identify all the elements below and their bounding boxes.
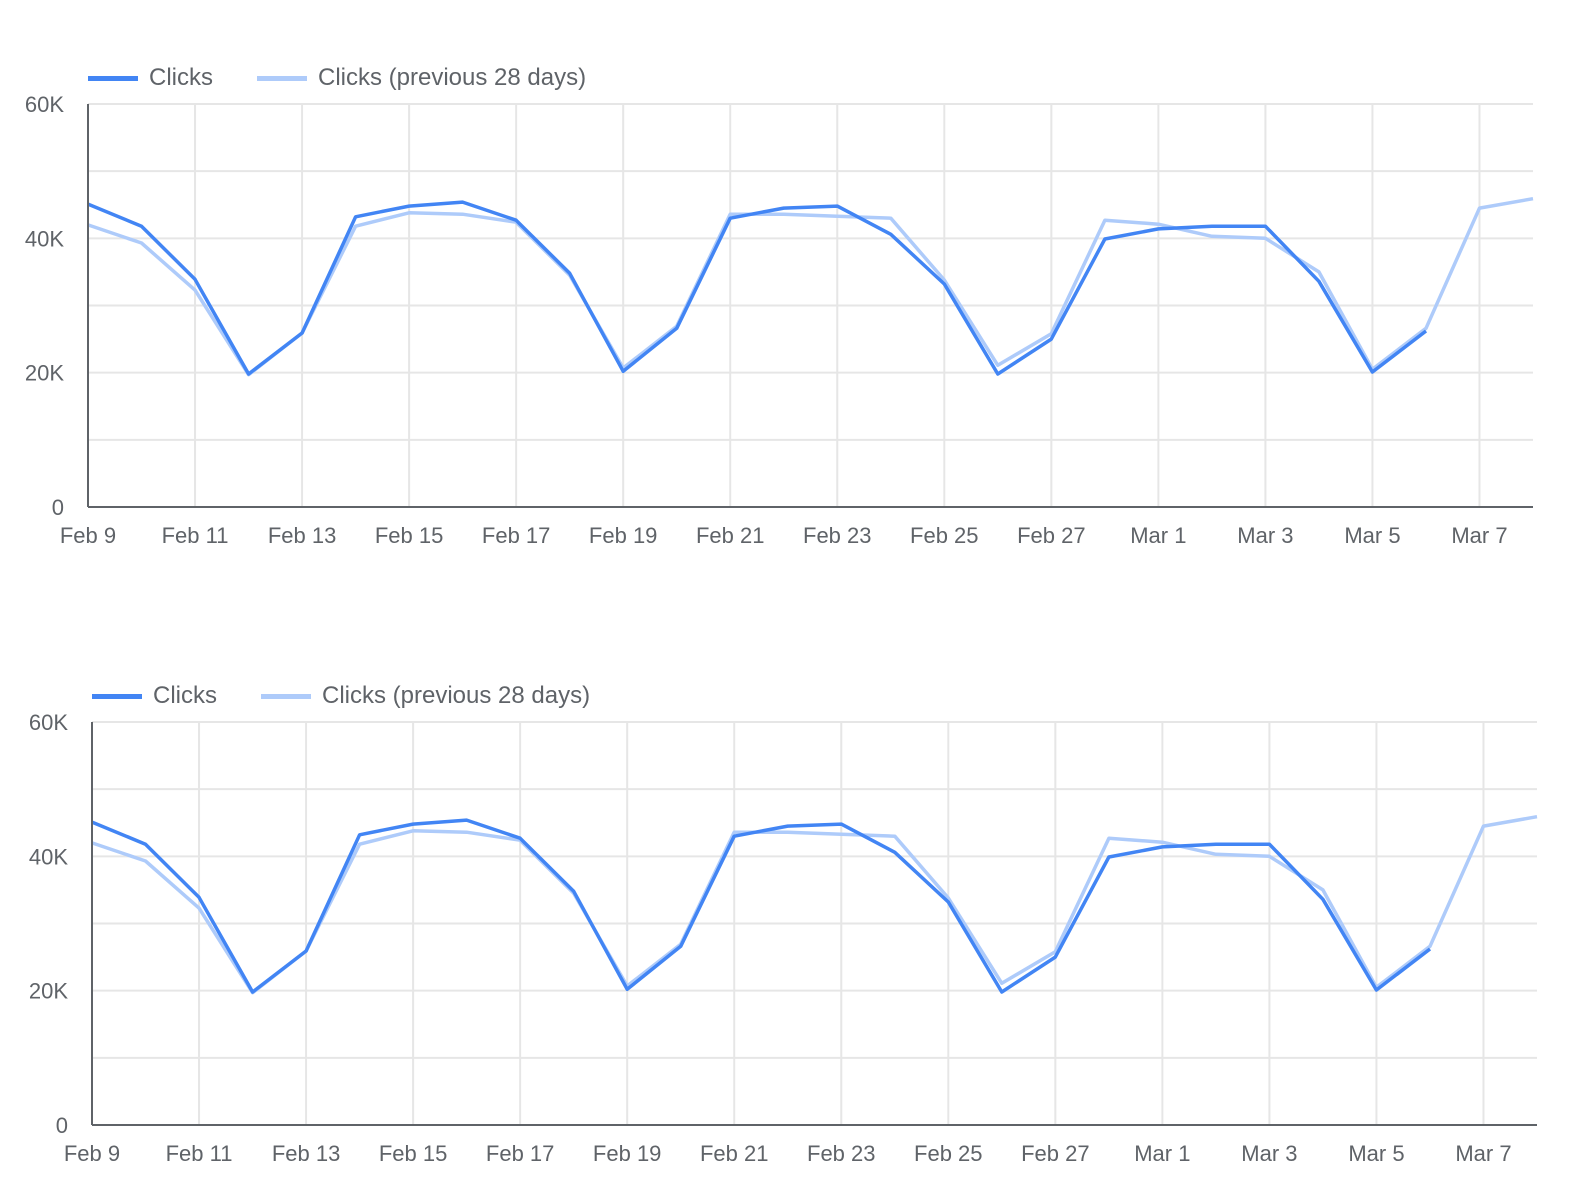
x-tick-label: Feb 25 bbox=[914, 1141, 983, 1166]
legend-item-clicks-previous[interactable]: Clicks (previous 28 days) bbox=[261, 682, 590, 710]
x-tick-label: Mar 5 bbox=[1348, 1141, 1404, 1166]
x-tick-label: Mar 1 bbox=[1134, 1141, 1190, 1166]
legend-swatch-clicks-previous bbox=[261, 693, 311, 699]
x-tick-label: Mar 7 bbox=[1451, 523, 1507, 548]
x-tick-label: Feb 11 bbox=[166, 1141, 233, 1166]
x-tick-label: Feb 27 bbox=[1021, 1141, 1090, 1166]
x-tick-label: Mar 1 bbox=[1130, 523, 1186, 548]
clicks-chart-bottom: Clicks Clicks (previous 28 days) 0 20K 40K… bbox=[0, 618, 1572, 1178]
chart-legend: Clicks Clicks (previous 28 days) bbox=[92, 682, 634, 710]
chart-plot: 0 20K 40K 60K Feb 9 Feb 11 Feb 13 Feb 15 Feb 17 F… bbox=[29, 710, 1538, 1166]
legend-item-clicks[interactable]: Clicks bbox=[88, 64, 213, 92]
x-tick-label: Feb 11 bbox=[162, 523, 229, 548]
chart-legend: Clicks Clicks (previous 28 days) bbox=[88, 64, 630, 92]
x-tick-label: Mar 3 bbox=[1241, 1141, 1297, 1166]
legend-label: Clicks (previous 28 days) bbox=[322, 682, 591, 709]
y-tick-label: 0 bbox=[52, 495, 64, 520]
x-tick-label: Feb 19 bbox=[593, 1141, 662, 1166]
series-line-clicks-previous bbox=[87, 196, 1534, 377]
legend-label: Clicks bbox=[153, 682, 217, 709]
y-tick-label: 60K bbox=[29, 710, 68, 735]
x-tick-label: Feb 15 bbox=[375, 523, 444, 548]
clicks-chart-top: Clicks Clicks (previous 28 days) 0 20K 40K… bbox=[0, 0, 1572, 560]
chart-plot: 0 20K 40K 60K Feb 9 Feb 11 Feb 13 Feb 15 Feb 17 F… bbox=[25, 92, 1534, 548]
x-tick-label: Feb 21 bbox=[700, 1141, 769, 1166]
legend-label: Clicks bbox=[149, 64, 213, 91]
legend-swatch-clicks bbox=[92, 693, 142, 699]
y-tick-label: 20K bbox=[29, 979, 68, 1004]
x-tick-label: Feb 27 bbox=[1017, 523, 1086, 548]
legend-label: Clicks (previous 28 days) bbox=[318, 64, 587, 91]
y-tick-label: 0 bbox=[56, 1113, 68, 1138]
x-tick-label: Feb 15 bbox=[379, 1141, 448, 1166]
x-tick-label: Feb 17 bbox=[482, 523, 551, 548]
x-tick-label: Feb 9 bbox=[60, 523, 116, 548]
x-tick-label: Feb 23 bbox=[807, 1141, 876, 1166]
y-tick-label: 20K bbox=[25, 361, 64, 386]
legend-swatch-clicks bbox=[88, 75, 138, 81]
y-tick-label: 40K bbox=[25, 226, 64, 251]
x-tick-label: Feb 13 bbox=[272, 1141, 341, 1166]
series-line-clicks-previous bbox=[91, 814, 1538, 995]
legend-item-clicks[interactable]: Clicks bbox=[92, 682, 217, 710]
legend-item-clicks-previous[interactable]: Clicks (previous 28 days) bbox=[257, 64, 586, 92]
x-tick-label: Feb 23 bbox=[803, 523, 872, 548]
x-tick-label: Feb 17 bbox=[486, 1141, 555, 1166]
x-tick-label: Mar 5 bbox=[1344, 523, 1400, 548]
y-tick-label: 40K bbox=[29, 844, 68, 869]
x-tick-label: Feb 13 bbox=[268, 523, 337, 548]
x-tick-label: Feb 21 bbox=[696, 523, 765, 548]
x-tick-label: Mar 3 bbox=[1237, 523, 1293, 548]
x-tick-label: Mar 7 bbox=[1455, 1141, 1511, 1166]
x-tick-label: Feb 19 bbox=[589, 523, 658, 548]
x-tick-label: Feb 25 bbox=[910, 523, 979, 548]
y-tick-label: 60K bbox=[25, 92, 64, 117]
legend-swatch-clicks-previous bbox=[257, 75, 307, 81]
series-line-clicks bbox=[91, 818, 1432, 994]
series-line-clicks bbox=[87, 200, 1428, 376]
x-tick-label: Feb 9 bbox=[64, 1141, 120, 1166]
